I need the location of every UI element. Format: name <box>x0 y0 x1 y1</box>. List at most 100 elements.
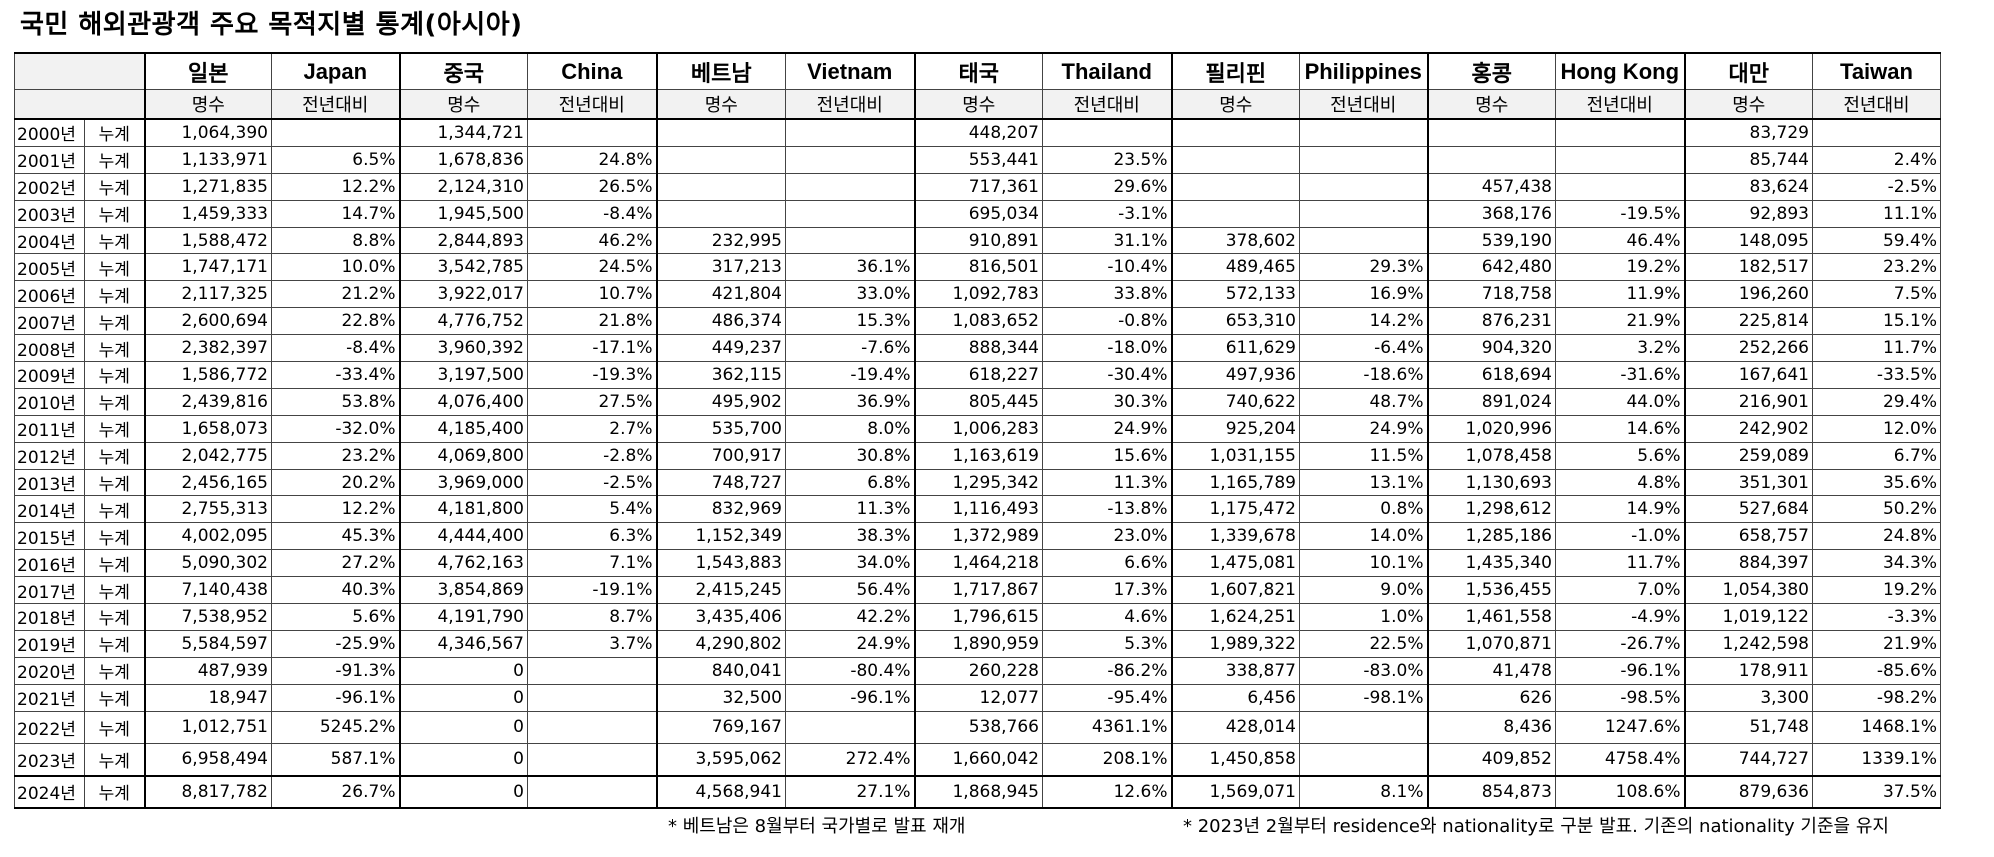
table-row: 2007년 누계 2,600,694 22.8% 4,776,752 21.8% 486,3… <box>14 307 1941 336</box>
cell-yoy: 15.1% <box>1812 307 1941 336</box>
cell-yoy: 42.2% <box>785 603 915 631</box>
row-year: 2022년 <box>14 710 85 744</box>
cell-yoy: 14.0% <box>1299 522 1428 551</box>
cell-count: 378,602 <box>1170 226 1300 255</box>
table-row: 2019년 누계 5,584,597 -25.9% 4,346,567 3.7% 4,290… <box>14 629 1941 658</box>
cell-count: 1,083,652 <box>913 307 1043 336</box>
table-row: 2018년 누계 7,538,952 5.6% 4,191,790 8.7% 3,435,4… <box>14 603 1941 631</box>
cell-count: 748,727 <box>655 468 786 497</box>
cell-count: 642,480 <box>1426 253 1556 282</box>
cell-count: 2,124,310 <box>398 172 528 201</box>
cell-yoy: 23.2% <box>271 441 400 470</box>
cell-count: 1,678,836 <box>398 145 528 174</box>
cell-yoy: 16.9% <box>1299 280 1428 309</box>
cell-count: 5,584,597 <box>143 629 272 658</box>
cell-count: 4,069,800 <box>398 441 528 470</box>
cell-yoy: -17.1% <box>527 334 657 363</box>
cell-yoy: -33.4% <box>271 361 400 389</box>
cell-count: 1,298,612 <box>1426 495 1556 524</box>
cell-yoy: 21.9% <box>1555 307 1685 336</box>
row-year: 2010년 <box>14 387 85 416</box>
cell-yoy: -19.5% <box>1555 199 1685 228</box>
cell-yoy: 34.0% <box>785 549 915 578</box>
cell-count: 653,310 <box>1170 307 1300 336</box>
cell-yoy: -3.1% <box>1042 199 1172 228</box>
table-row: 2013년 누계 2,456,165 20.2% 3,969,000 -2.5% 748,7… <box>14 468 1941 497</box>
cell-count: 1,175,472 <box>1170 495 1300 524</box>
cell-count <box>1426 118 1556 147</box>
cell-count: 1,569,071 <box>1170 774 1300 809</box>
cell-yoy: 14.2% <box>1299 307 1428 336</box>
cell-count: 216,901 <box>1683 387 1813 416</box>
cell-yoy: 4.6% <box>1042 603 1172 631</box>
cell-yoy: 15.3% <box>785 307 915 336</box>
cell-count: 317,213 <box>655 253 786 282</box>
cell-yoy: 0.8% <box>1299 495 1428 524</box>
row-year: 2011년 <box>14 414 85 443</box>
cell-yoy: 59.4% <box>1812 226 1941 255</box>
cell-count: 611,629 <box>1170 334 1300 363</box>
cell-count: 495,902 <box>655 387 786 416</box>
cell-yoy: 23.0% <box>1042 522 1172 551</box>
cell-count: 904,320 <box>1426 334 1556 363</box>
cell-count <box>1170 118 1300 147</box>
cell-yoy: 11.3% <box>785 495 915 524</box>
cell-yoy: 5.3% <box>1042 629 1172 658</box>
cell-count <box>655 118 786 147</box>
cell-yoy <box>1299 226 1428 255</box>
cell-count: 4,762,163 <box>398 549 528 578</box>
table-row: 2008년 누계 2,382,397 -8.4% 3,960,392 -17.1% 449,… <box>14 334 1941 363</box>
cell-count: 2,382,397 <box>143 334 272 363</box>
cell-yoy: 2.7% <box>527 414 657 443</box>
cell-yoy: -91.3% <box>271 656 400 685</box>
cell-count: 449,237 <box>655 334 786 363</box>
cell-yoy: 24.8% <box>1812 522 1941 551</box>
cell-count: 884,397 <box>1683 549 1813 578</box>
cell-count: 8,817,782 <box>143 774 272 809</box>
cell-yoy: -26.7% <box>1555 629 1685 658</box>
row-year: 2002년 <box>14 172 85 201</box>
cell-yoy: -32.0% <box>271 414 400 443</box>
cell-count: 888,344 <box>913 334 1043 363</box>
cell-count: 0 <box>398 742 528 777</box>
cell-yoy: 38.3% <box>785 522 915 551</box>
cell-yoy: 4758.4% <box>1555 742 1685 777</box>
cell-yoy: 12.2% <box>271 495 400 524</box>
cell-count: 428,014 <box>1170 710 1300 744</box>
subheader-count: 명수 <box>913 89 1043 120</box>
row-kind: 누계 <box>84 145 145 174</box>
cell-count <box>655 199 786 228</box>
cell-count: 910,891 <box>913 226 1043 255</box>
cell-yoy: 8.0% <box>785 414 915 443</box>
row-kind: 누계 <box>84 226 145 255</box>
row-year: 2013년 <box>14 468 85 497</box>
subheader-yoy: 전년대비 <box>785 89 915 120</box>
row-kind: 누계 <box>84 742 145 777</box>
subheader-yoy: 전년대비 <box>1812 89 1941 120</box>
cell-yoy <box>527 118 657 147</box>
cell-yoy: 30.8% <box>785 441 915 470</box>
cell-count: 7,140,438 <box>143 576 272 605</box>
cell-count: 4,076,400 <box>398 387 528 416</box>
cell-count: 1,475,081 <box>1170 549 1300 578</box>
cell-count: 196,260 <box>1683 280 1813 309</box>
cell-count: 538,766 <box>913 710 1043 744</box>
table-row: 2009년 누계 1,586,772 -33.4% 3,197,500 -19.3% 362… <box>14 361 1941 389</box>
cell-count: 1,435,340 <box>1426 549 1556 578</box>
row-kind: 누계 <box>84 710 145 744</box>
cell-count: 1,165,789 <box>1170 468 1300 497</box>
cell-yoy: 36.9% <box>785 387 915 416</box>
cell-count: 879,636 <box>1683 774 1813 809</box>
cell-count: 2,042,775 <box>143 441 272 470</box>
cell-count: 338,877 <box>1170 656 1300 685</box>
cell-count: 12,077 <box>913 683 1043 712</box>
cell-count: 832,969 <box>655 495 786 524</box>
cell-yoy: 12.0% <box>1812 414 1941 443</box>
cell-yoy: -19.3% <box>527 361 657 389</box>
cell-count: 2,439,816 <box>143 387 272 416</box>
cell-yoy: 1339.1% <box>1812 742 1941 777</box>
cell-yoy: -0.8% <box>1042 307 1172 336</box>
cell-count: 2,456,165 <box>143 468 272 497</box>
cell-count: 1,890,959 <box>913 629 1043 658</box>
cell-count: 1,717,867 <box>913 576 1043 605</box>
